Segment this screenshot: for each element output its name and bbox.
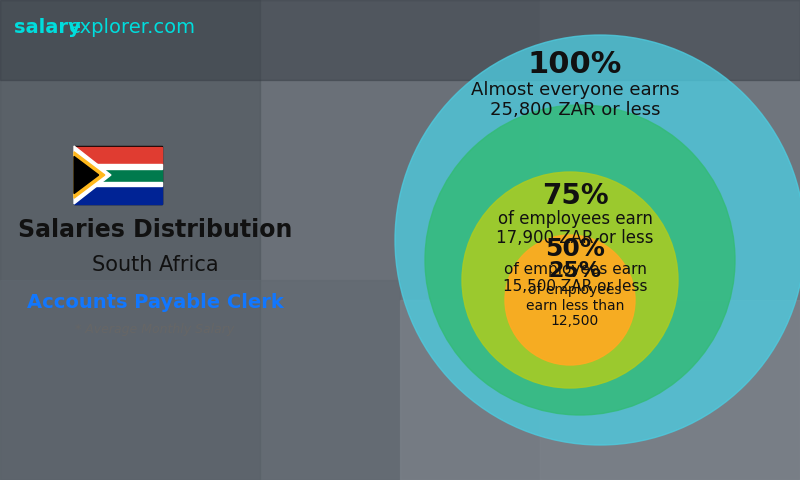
Text: earn less than: earn less than	[526, 299, 624, 313]
Circle shape	[462, 172, 678, 388]
Text: 25%: 25%	[549, 261, 602, 281]
Bar	[74, 146, 162, 204]
Bar	[0, 280, 400, 480]
Bar	[540, 0, 800, 480]
Text: 17,900 ZAR or less: 17,900 ZAR or less	[496, 229, 654, 247]
Text: salary: salary	[14, 18, 81, 37]
Text: of employees earn: of employees earn	[498, 211, 653, 228]
Bar	[0, 0, 800, 80]
Text: * Average Monthly Salary: * Average Monthly Salary	[75, 324, 234, 336]
Circle shape	[395, 35, 800, 445]
Bar	[74, 147, 162, 166]
Text: of employees earn: of employees earn	[503, 262, 646, 277]
Text: 100%: 100%	[528, 50, 622, 79]
Bar	[0, 0, 260, 480]
Bar	[74, 182, 162, 186]
Circle shape	[505, 235, 635, 365]
Text: Almost everyone earns: Almost everyone earns	[470, 81, 679, 99]
Text: Accounts Payable Clerk: Accounts Payable Clerk	[26, 293, 283, 312]
Text: Salaries Distribution: Salaries Distribution	[18, 218, 292, 242]
Bar	[74, 185, 162, 204]
Text: 15,500 ZAR or less: 15,500 ZAR or less	[502, 279, 647, 294]
Text: 50%: 50%	[545, 237, 605, 261]
Text: 75%: 75%	[542, 182, 608, 211]
Circle shape	[425, 105, 735, 415]
Polygon shape	[74, 156, 98, 193]
Text: 25,800 ZAR or less: 25,800 ZAR or less	[490, 101, 660, 119]
Bar	[74, 169, 162, 182]
Text: South Africa: South Africa	[92, 255, 218, 275]
Polygon shape	[74, 146, 111, 204]
Polygon shape	[74, 152, 105, 198]
Bar	[400, 300, 800, 480]
Text: explorer.com: explorer.com	[69, 18, 196, 37]
Text: of employees: of employees	[528, 283, 622, 298]
Bar	[74, 164, 162, 169]
Text: 12,500: 12,500	[551, 314, 599, 328]
